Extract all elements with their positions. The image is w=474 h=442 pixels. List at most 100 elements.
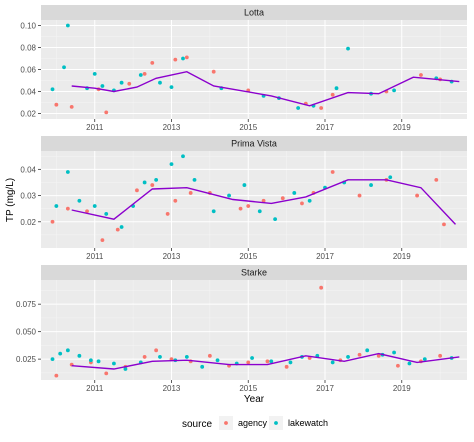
lakewatch-point [422,357,427,362]
x-tick-label: 2017 [316,384,334,393]
lakewatch-point [346,355,350,359]
agency-point [65,206,70,211]
lakewatch-point [96,359,101,364]
y-tick-label: 0.050 [16,328,37,337]
agency-point [150,183,155,187]
y-tick-label: 0.02 [20,218,36,227]
lakewatch-point [77,198,82,203]
panel-background [41,280,467,380]
x-tick-label: 2011 [86,384,104,393]
x-tick-label: 2019 [393,384,411,393]
lakewatch-point [242,183,247,187]
lakewatch-point [407,361,412,366]
lakewatch-point [100,84,105,88]
x-axis-title: Year [244,394,265,405]
agency-point [396,363,400,368]
lakewatch-point [269,359,274,364]
x-tick-label: 2011 [86,123,104,132]
y-axis-title: TP (mg/L) [5,178,16,222]
agency-point [376,353,381,358]
lakewatch-point [211,209,216,214]
x-tick-label: 2015 [239,123,257,132]
lakewatch-point [50,357,55,362]
lakewatch-point [227,193,231,198]
facet-title: Prima Vista [231,139,277,149]
x-tick-label: 2011 [86,252,104,261]
agency-point [207,353,212,358]
x-tick-label: 2015 [239,252,257,261]
agency-point [127,81,132,86]
y-tick-label: 0.075 [16,300,37,309]
facet-strip [41,5,467,20]
lakewatch-point [112,361,116,366]
x-tick-label: 2015 [239,384,257,393]
trend-line [71,352,460,370]
agency-point [115,227,120,232]
agency-point [246,360,251,365]
facet-strip [41,265,467,280]
agency-point [142,72,147,76]
lakewatch-point [273,217,278,222]
agency-point [142,355,147,359]
lakewatch-point [250,356,254,360]
agency-point [319,285,324,290]
agency-point [330,92,335,97]
facet-title: Lotta [244,8,264,18]
lakewatch-point [257,209,262,214]
agency-point [184,55,189,60]
agency-point [261,198,266,203]
lakewatch-point [58,351,63,356]
agency-point [419,73,423,77]
agency-point [238,206,243,211]
lakewatch-point [392,88,396,93]
lakewatch-point [334,86,339,91]
agency-point [211,69,216,74]
lakewatch-point [388,175,393,180]
y-tick-label: 0.06 [20,66,36,75]
lakewatch-point [62,65,66,70]
agency-point [50,219,55,224]
lakewatch-point [330,360,335,365]
y-tick-label: 0.08 [20,44,36,53]
lakewatch-point [104,212,109,216]
lakewatch-point [92,204,97,208]
agency-point [434,177,439,182]
lakewatch-point [169,162,174,167]
agency-point [150,61,155,65]
lakewatch-point [292,191,297,195]
panel-background [41,151,467,248]
agency-point [85,209,89,214]
lakewatch-point [123,367,128,371]
agency-point [438,353,443,358]
facet-panel: Starke 0.025 0.050 0.075 2011 2013 2015 2017 201… [16,265,467,393]
lakewatch-point [138,73,143,77]
x-tick-label: 2017 [316,252,334,261]
lakewatch-point [158,80,162,85]
legend-label: lakewatch [288,418,328,428]
lakewatch-point [181,154,185,159]
lakewatch-point [392,350,396,355]
legend-label: agency [238,418,268,428]
agency-point [104,110,109,115]
trend-line [71,70,460,107]
agency-point [265,359,270,364]
agency-point [442,222,446,227]
lakewatch-point [181,56,185,61]
y-tick-label: 0.025 [16,355,37,364]
facet-strip [41,136,467,151]
x-tick-label: 2019 [393,252,411,261]
legend: source agency lakewatch [182,416,328,430]
agency-point [357,193,362,198]
lakewatch-point [307,198,312,203]
lakewatch-point [65,23,70,28]
facet-panel: Lotta 0.02 0.04 0.06 0.08 0.10 2011 2013 2015 201… [20,5,467,132]
agency-point [246,204,251,208]
legend-title: source [182,419,212,430]
lakewatch-point [88,358,93,363]
legend-swatch [224,421,228,425]
agency-point [54,102,59,107]
lakewatch-point [50,87,55,92]
lakewatch-point [296,106,301,110]
lakewatch-point [54,204,59,208]
